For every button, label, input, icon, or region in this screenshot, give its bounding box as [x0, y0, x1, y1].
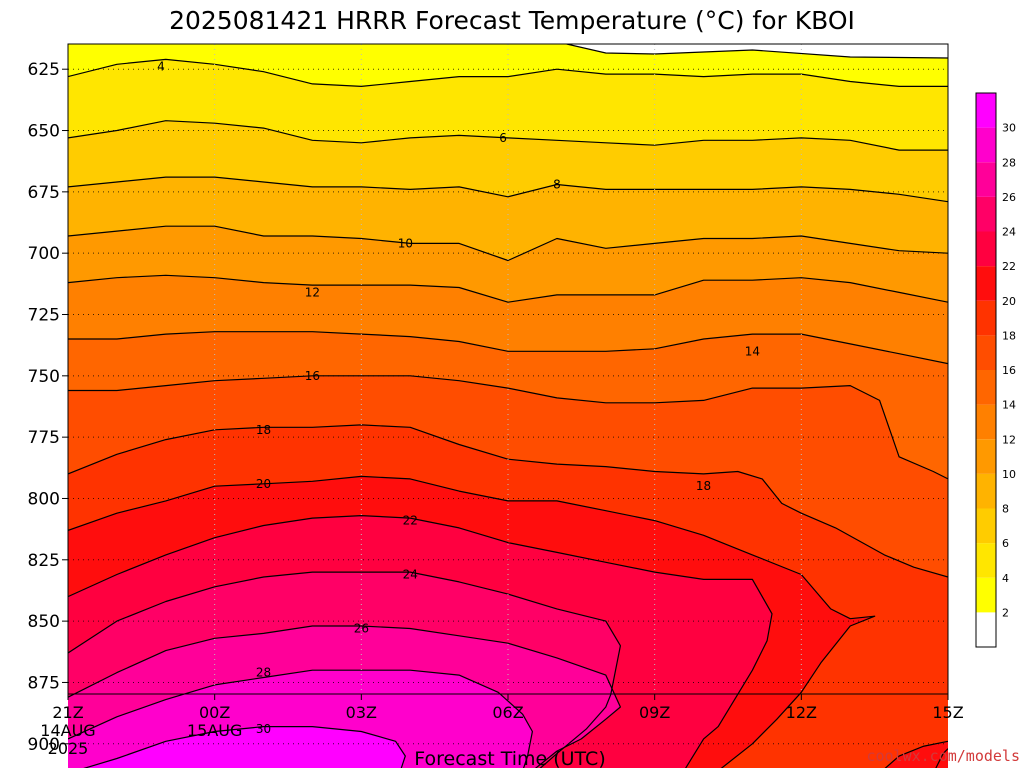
x-tick-sublabel: 15AUG	[187, 721, 242, 740]
contour-label-30: 30	[256, 722, 271, 736]
plot-area: 4 6 8 10 12 14 16 18 18 20 22 24 26 28 30	[67, 43, 949, 768]
colorbar-tick-label: 8	[1002, 503, 1009, 516]
y-tick-label: 850	[28, 612, 60, 632]
band-below-2	[566, 44, 948, 58]
contour-label-4: 4	[157, 60, 165, 74]
isotherm-28	[68, 669, 533, 768]
colorbar-segment	[976, 612, 996, 647]
colorbar-tick-label: 10	[1002, 468, 1016, 481]
colorbar-tick-label: 4	[1002, 572, 1009, 585]
contour-label-26: 26	[354, 621, 369, 635]
y-tick-label: 875	[28, 673, 60, 693]
isotherm-20	[68, 475, 876, 768]
y-axis: 625 650 675 700 725 750 775 800 825 850 875 900	[28, 60, 68, 755]
y-tick-label: 700	[28, 244, 60, 264]
colorbar-segment	[976, 404, 996, 440]
colorbar-tick-label: 24	[1002, 226, 1016, 239]
isotherm-pocket-2	[935, 748, 948, 768]
isotherm-18	[68, 424, 948, 578]
isotherm-30	[83, 726, 406, 768]
x-tick-label: 09Z	[639, 703, 670, 722]
colorbar-segment	[976, 508, 996, 544]
contour-label-20: 20	[256, 477, 271, 491]
colorbar-tick-label: 6	[1002, 537, 1009, 550]
y-tick-label: 750	[28, 367, 60, 387]
isotherm-12	[68, 274, 948, 303]
colorbar-segment	[976, 439, 996, 474]
y-tick-label: 725	[28, 306, 60, 326]
contour-label-6: 6	[499, 131, 507, 145]
contour-label-18: 18	[696, 479, 711, 493]
colorbar-segment	[976, 93, 996, 128]
colorbar-segment	[976, 231, 996, 267]
colorbar-segment	[976, 543, 996, 578]
colorbar-segment	[976, 127, 996, 163]
contour-label-16: 16	[305, 369, 320, 383]
colorbar-tick-label: 30	[1002, 122, 1016, 135]
x-tick-label: 00Z	[199, 703, 230, 722]
colorbar-segment	[976, 196, 996, 232]
isotherm-26	[68, 625, 621, 768]
x-tick-label: 21Z	[52, 703, 83, 722]
isotherm-24	[68, 571, 621, 768]
colorbar-segment	[976, 162, 996, 197]
x-tick-sublabel: 2025	[48, 739, 89, 758]
contour-label-18: 18	[256, 423, 271, 437]
chart-title: 2025081421 HRRR Forecast Temperature (°C…	[169, 6, 855, 35]
isotherm-6	[68, 120, 948, 151]
grid-lines	[68, 44, 948, 745]
y-tick-label: 625	[28, 60, 60, 80]
isotherm-16	[68, 375, 948, 480]
colorbar-tick-label: 22	[1002, 260, 1016, 273]
credit-text: coolwx.com/models	[866, 747, 1020, 765]
y-tick-label: 800	[28, 489, 60, 509]
x-tick-label: 03Z	[346, 703, 377, 722]
isotherm-2	[566, 44, 948, 59]
colorbar-tick-label: 28	[1002, 156, 1016, 169]
y-tick-label: 675	[28, 183, 60, 203]
contour-label-12: 12	[305, 285, 320, 299]
contour-label-24: 24	[403, 568, 418, 582]
y-tick-label: 775	[28, 428, 60, 448]
isotherm-8	[68, 176, 948, 203]
colorbar-frame	[975, 92, 997, 648]
y-tick-label: 900	[28, 735, 60, 755]
colorbar-tick-label: 2	[1002, 606, 1009, 619]
colorbar-tick-label: 12	[1002, 433, 1016, 446]
contour-label-14: 14	[745, 344, 760, 358]
colorbar-segment	[976, 370, 996, 405]
x-tick-label: 06Z	[492, 703, 523, 722]
band-pocket-19	[885, 741, 948, 768]
colorbar-segment	[976, 335, 996, 370]
contour-label-8: 8	[553, 177, 561, 191]
x-axis-label: Forecast Time (UTC)	[414, 748, 605, 768]
colorbar-segment	[976, 577, 996, 613]
contour-label-22: 22	[403, 514, 418, 528]
colorbar-tick-label: 18	[1002, 329, 1016, 342]
isotherm-pocket	[884, 740, 948, 768]
colorbar-tick-label: 16	[1002, 364, 1016, 377]
contour-label-10: 10	[398, 236, 413, 250]
contour-labels: 4 6 8 10 12 14 16 18 18 20 22 24 26 28 30	[157, 60, 760, 736]
x-tick-label: 15Z	[932, 703, 963, 722]
colorbar-tick-label: 20	[1002, 295, 1016, 308]
colorbar-segment	[976, 300, 996, 336]
x-tick-label: 12Z	[786, 703, 817, 722]
colorbar-segment	[976, 473, 996, 509]
x-tick-sublabel: 14AUG	[40, 721, 95, 740]
contour-label-28: 28	[256, 666, 271, 680]
colorbar-segment	[976, 266, 996, 301]
y-tick-label: 650	[28, 122, 60, 142]
colorbar-tick-label: 14	[1002, 399, 1016, 412]
isotherm-10	[68, 225, 948, 262]
y-tick-label: 825	[28, 551, 60, 571]
isotherm-22	[68, 515, 773, 768]
colorbar-tick-label: 26	[1002, 191, 1016, 204]
band-above-30	[85, 726, 406, 768]
